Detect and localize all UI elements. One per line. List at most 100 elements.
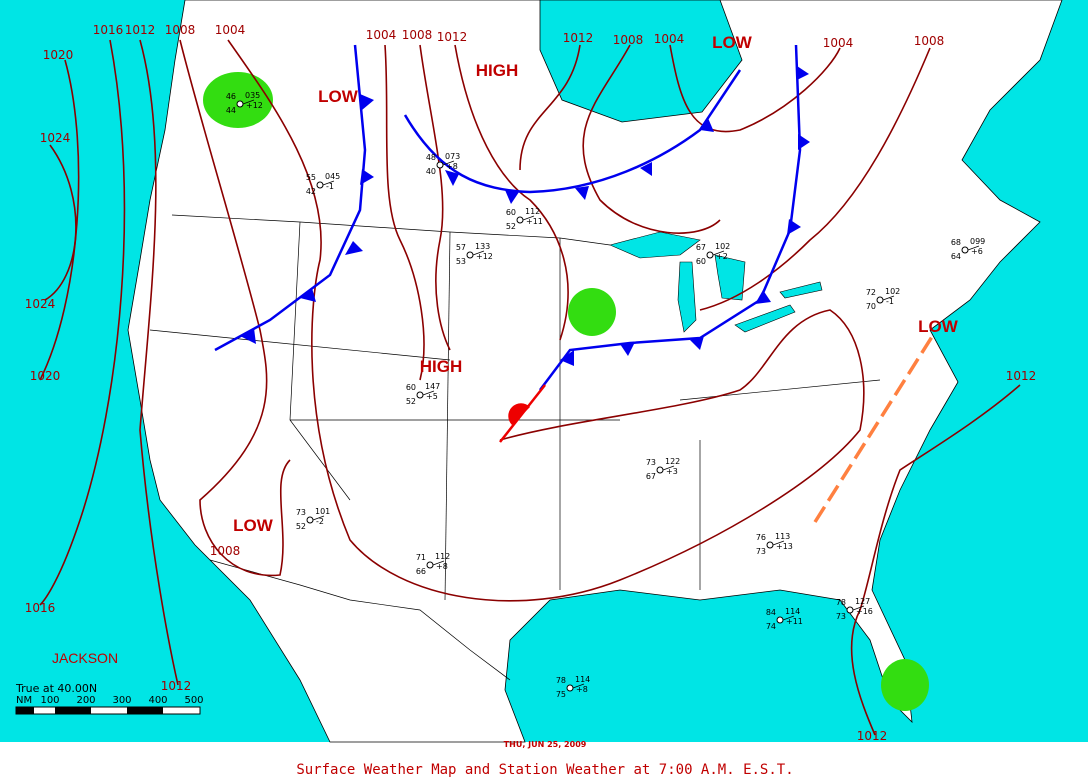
station: 55 42 045-1 xyxy=(306,172,340,196)
station-dewpoint: 70 xyxy=(866,302,876,311)
station: 73 52 101-2 xyxy=(296,507,330,531)
scale-tick: 200 xyxy=(76,695,95,706)
station: 46 44 035+12 xyxy=(226,91,263,115)
isobar-label: 1008 xyxy=(613,33,644,47)
station: 57 53 133+12 xyxy=(456,242,493,266)
station: 78 73 127+16 xyxy=(836,597,873,621)
borders xyxy=(149,214,881,681)
station-temp: 68 xyxy=(951,238,961,247)
station-circle xyxy=(566,684,574,692)
station-dewpoint: 73 xyxy=(756,547,766,556)
scale-segment xyxy=(127,707,163,714)
isobar-label: 1008 xyxy=(210,544,241,558)
station-temp: 78 xyxy=(556,676,566,685)
station-circle xyxy=(306,516,314,524)
isobar xyxy=(582,44,721,234)
station-change: +12 xyxy=(246,101,263,110)
station: 68 64 099+6 xyxy=(951,237,985,261)
station-dewpoint: 52 xyxy=(406,397,416,406)
pressure-center: HIGH xyxy=(476,61,519,80)
station-temp: 60 xyxy=(406,383,416,392)
precip-area xyxy=(568,288,616,336)
scale-tick: 300 xyxy=(112,695,131,706)
warm-front-symbol xyxy=(508,403,530,425)
cold-front xyxy=(214,44,367,352)
isobar-label: 1004 xyxy=(366,28,397,42)
station-change: +13 xyxy=(776,542,793,551)
station-change: +11 xyxy=(786,617,803,626)
cold-front xyxy=(539,44,802,391)
station-pressure: 045 xyxy=(325,172,340,181)
station-circle xyxy=(236,100,244,108)
state-line xyxy=(444,231,451,601)
isobar xyxy=(44,144,77,301)
station-pressure: 099 xyxy=(970,237,985,246)
station-change: -1 xyxy=(886,297,894,306)
wind-barb xyxy=(712,250,725,256)
station-dewpoint: 75 xyxy=(556,690,566,699)
station-change: +11 xyxy=(526,217,543,226)
precip-areas xyxy=(203,72,929,711)
station: 60 52 112+11 xyxy=(506,207,543,231)
station-change: +3 xyxy=(666,467,678,476)
station-dewpoint: 67 xyxy=(646,472,656,481)
front-triangle xyxy=(700,118,714,132)
station-pressure: 127 xyxy=(855,597,870,606)
scale-bar: True at 40.00N NM xyxy=(15,682,201,715)
station-dewpoint: 44 xyxy=(226,106,236,115)
station-circle xyxy=(316,181,324,189)
station-temp: 73 xyxy=(296,508,306,517)
isobar-label: 1012 xyxy=(857,729,888,743)
isobar-label: 1024 xyxy=(40,131,71,145)
isobar-label: 1024 xyxy=(25,297,56,311)
isobar-label: 1012 xyxy=(1006,369,1037,383)
station-temp: 72 xyxy=(866,288,876,297)
station-pressure: 102 xyxy=(715,242,730,251)
station: 84 74 114+11 xyxy=(766,607,803,631)
isobar xyxy=(227,39,865,602)
pressure-center: LOW xyxy=(918,317,959,336)
station: 67 60 102+2 xyxy=(696,242,730,266)
isobar-label: 1008 xyxy=(165,23,196,37)
wind-barb xyxy=(772,540,785,546)
wind-barb xyxy=(312,515,325,521)
station-change: +2 xyxy=(716,252,728,261)
lake-ontario xyxy=(779,281,823,299)
station-pressure: 147 xyxy=(425,382,440,391)
station-change: -2 xyxy=(316,517,324,526)
station-circle xyxy=(516,216,524,224)
station: 73 67 122+3 xyxy=(646,457,680,481)
station-change: +12 xyxy=(476,252,493,261)
isobar xyxy=(454,44,569,341)
wind-barb xyxy=(242,99,255,105)
wind-barb xyxy=(472,250,485,256)
station-dewpoint: 52 xyxy=(506,222,516,231)
isobar-label: 1004 xyxy=(654,32,685,46)
hudson-bay xyxy=(539,0,743,123)
map-date: THU, JUN 25, 2009 xyxy=(504,740,587,749)
station-temp: 46 xyxy=(226,92,236,101)
station-pressure: 122 xyxy=(665,457,680,466)
isobar-label: 1004 xyxy=(823,36,854,50)
state-line xyxy=(679,379,881,401)
station-change: +16 xyxy=(856,607,873,616)
wind-barb xyxy=(882,295,895,301)
front-triangle xyxy=(798,134,810,150)
isobar xyxy=(519,44,581,171)
isobar xyxy=(384,44,425,381)
isobar xyxy=(850,384,1021,736)
scale-frame xyxy=(15,706,201,715)
isobar-label: 1012 xyxy=(125,23,156,37)
station-dewpoint: 73 xyxy=(836,612,846,621)
front-triangle xyxy=(787,219,801,235)
wind-barb xyxy=(422,390,435,396)
station-pressure: 073 xyxy=(445,152,460,161)
isobar xyxy=(419,44,451,351)
front-triangle xyxy=(640,162,652,176)
isobar xyxy=(699,47,931,311)
front-triangle xyxy=(690,336,704,350)
station-change: +8 xyxy=(436,562,448,571)
station-pressure: 035 xyxy=(245,91,260,100)
station-circle xyxy=(656,466,664,474)
station: 60 52 147+5 xyxy=(406,382,440,406)
